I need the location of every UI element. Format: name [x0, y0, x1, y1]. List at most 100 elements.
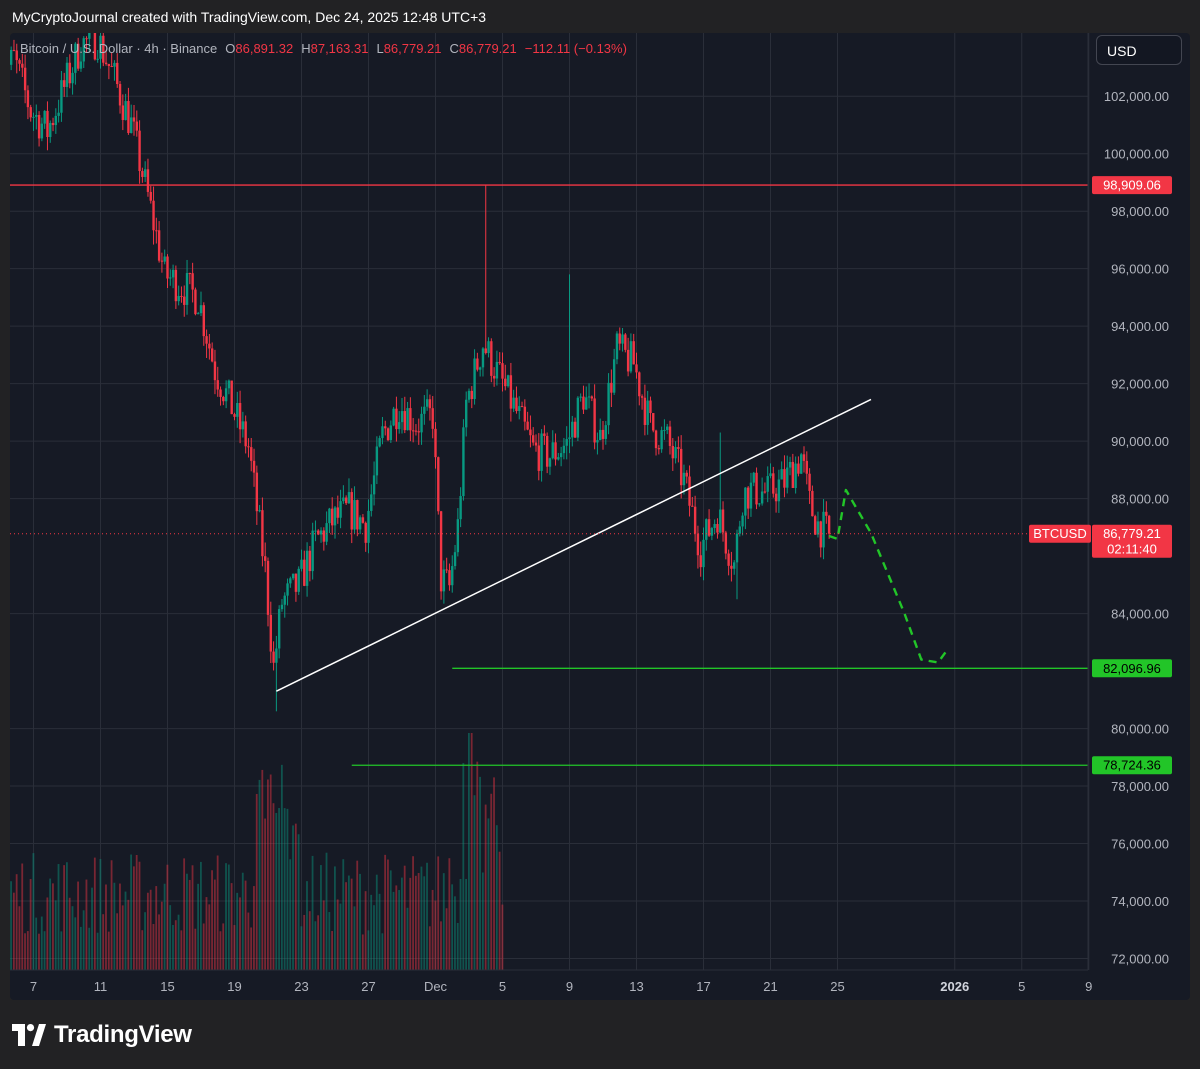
candle-body: [780, 469, 783, 480]
candle-body: [185, 273, 189, 305]
volume-bar: [258, 779, 261, 970]
volume-bar: [336, 899, 339, 970]
projection-path[interactable]: [828, 488, 948, 664]
candle-body: [744, 487, 747, 516]
candle-body: [587, 396, 591, 398]
candle-body: [277, 609, 281, 649]
symbol-description[interactable]: Bitcoin / U.S. Dollar · 4h · Binance: [20, 41, 218, 56]
time-tick-label: 11: [94, 979, 108, 994]
time-tick-label: 23: [294, 979, 308, 994]
candle-body: [699, 555, 702, 568]
currency-button[interactable]: USD: [1096, 35, 1182, 65]
volume-bar: [177, 914, 180, 970]
candle-body: [431, 408, 434, 429]
candle-body: [624, 334, 627, 350]
candle-body: [585, 397, 588, 410]
candle-body: [174, 269, 178, 302]
volume-bar: [225, 863, 227, 970]
volume-bar: [353, 906, 356, 970]
volume-bar: [230, 883, 233, 970]
price-tick-label: 76,000.00: [1111, 837, 1169, 852]
candle-body: [721, 509, 725, 533]
volume-bar: [437, 856, 440, 970]
price-tick-label: 90,000.00: [1111, 434, 1169, 449]
candle-body: [124, 101, 127, 120]
time-tick-label: 5: [1018, 979, 1025, 994]
trendline[interactable]: [276, 398, 872, 692]
candle-body: [291, 573, 295, 579]
candle-body: [705, 519, 708, 540]
candle-body: [763, 491, 767, 493]
level-price-label-bg[interactable]: [1092, 756, 1172, 775]
candle-body: [696, 533, 700, 556]
candle-body: [439, 511, 443, 592]
tradingview-logo-icon: [12, 1024, 46, 1046]
volume-bar: [445, 908, 448, 970]
candle-body: [247, 446, 250, 448]
candle-body: [143, 169, 147, 177]
volume-bar: [320, 865, 322, 970]
candle-body: [819, 521, 822, 548]
volume-bar: [54, 900, 57, 970]
volume-bar: [183, 858, 186, 970]
candle-body: [738, 526, 741, 534]
volume-bar: [294, 823, 297, 970]
candle-body: [512, 397, 515, 409]
candle-body: [127, 101, 130, 133]
volume-bar: [74, 917, 77, 970]
candle-body: [646, 400, 649, 425]
time-tick-label: Dec: [424, 979, 448, 994]
high-label: H: [301, 41, 311, 56]
volume-bar: [286, 808, 289, 970]
volume-bar: [325, 852, 328, 970]
candle-body: [596, 440, 599, 443]
candle-body: [113, 62, 116, 67]
candle-body: [403, 411, 406, 431]
level-price-label-bg[interactable]: [1092, 659, 1172, 678]
volume-bar: [241, 872, 244, 970]
volume-bar: [26, 931, 29, 970]
candle-body: [233, 414, 236, 417]
candle-body: [250, 447, 253, 461]
volume-bar: [345, 882, 347, 970]
volume-bar: [403, 865, 406, 970]
volume-bar: [202, 923, 205, 970]
volume-bar: [334, 866, 336, 970]
candle-body: [197, 313, 200, 315]
candle-body: [716, 523, 719, 533]
candle-body: [272, 651, 275, 663]
volume-bar: [347, 875, 350, 970]
volume-bar: [68, 897, 71, 970]
price-chart[interactable]: 102,000.00 100,000.00 98,000.00 96,000.00 94…: [10, 33, 1190, 1000]
candle-body: [325, 523, 328, 542]
candle-body: [657, 448, 661, 450]
volume-bar: [174, 920, 177, 970]
volume-bar: [317, 915, 320, 970]
tradingview-brand[interactable]: TradingView: [12, 1020, 192, 1050]
candle-body: [138, 130, 141, 172]
volume-bar: [484, 804, 487, 970]
volume-bar: [331, 931, 334, 970]
candle-body: [554, 442, 557, 460]
candle-body: [576, 397, 580, 438]
candle-body: [654, 430, 658, 449]
candle-body: [437, 457, 440, 512]
volume-bar: [121, 905, 124, 970]
level-price-label-bg[interactable]: [1092, 176, 1172, 195]
candle-body: [177, 295, 180, 302]
volume-bar: [180, 930, 183, 970]
volume-bar: [200, 861, 202, 970]
candle-body: [800, 454, 803, 474]
chart-panel[interactable]: 102,000.00 100,000.00 98,000.00 96,000.00 94…: [10, 33, 1190, 1000]
candle-body: [473, 358, 476, 400]
volume-bar: [414, 875, 417, 970]
candle-body: [445, 569, 448, 571]
price-tick-label: 72,000.00: [1111, 952, 1169, 967]
candle-body: [155, 230, 158, 232]
candle-body: [40, 123, 44, 139]
volume-bar: [378, 893, 381, 970]
symbol-tag-bg: [1029, 524, 1091, 543]
candle-body: [342, 497, 345, 502]
candle-body: [813, 516, 817, 535]
candle-body: [54, 115, 58, 126]
